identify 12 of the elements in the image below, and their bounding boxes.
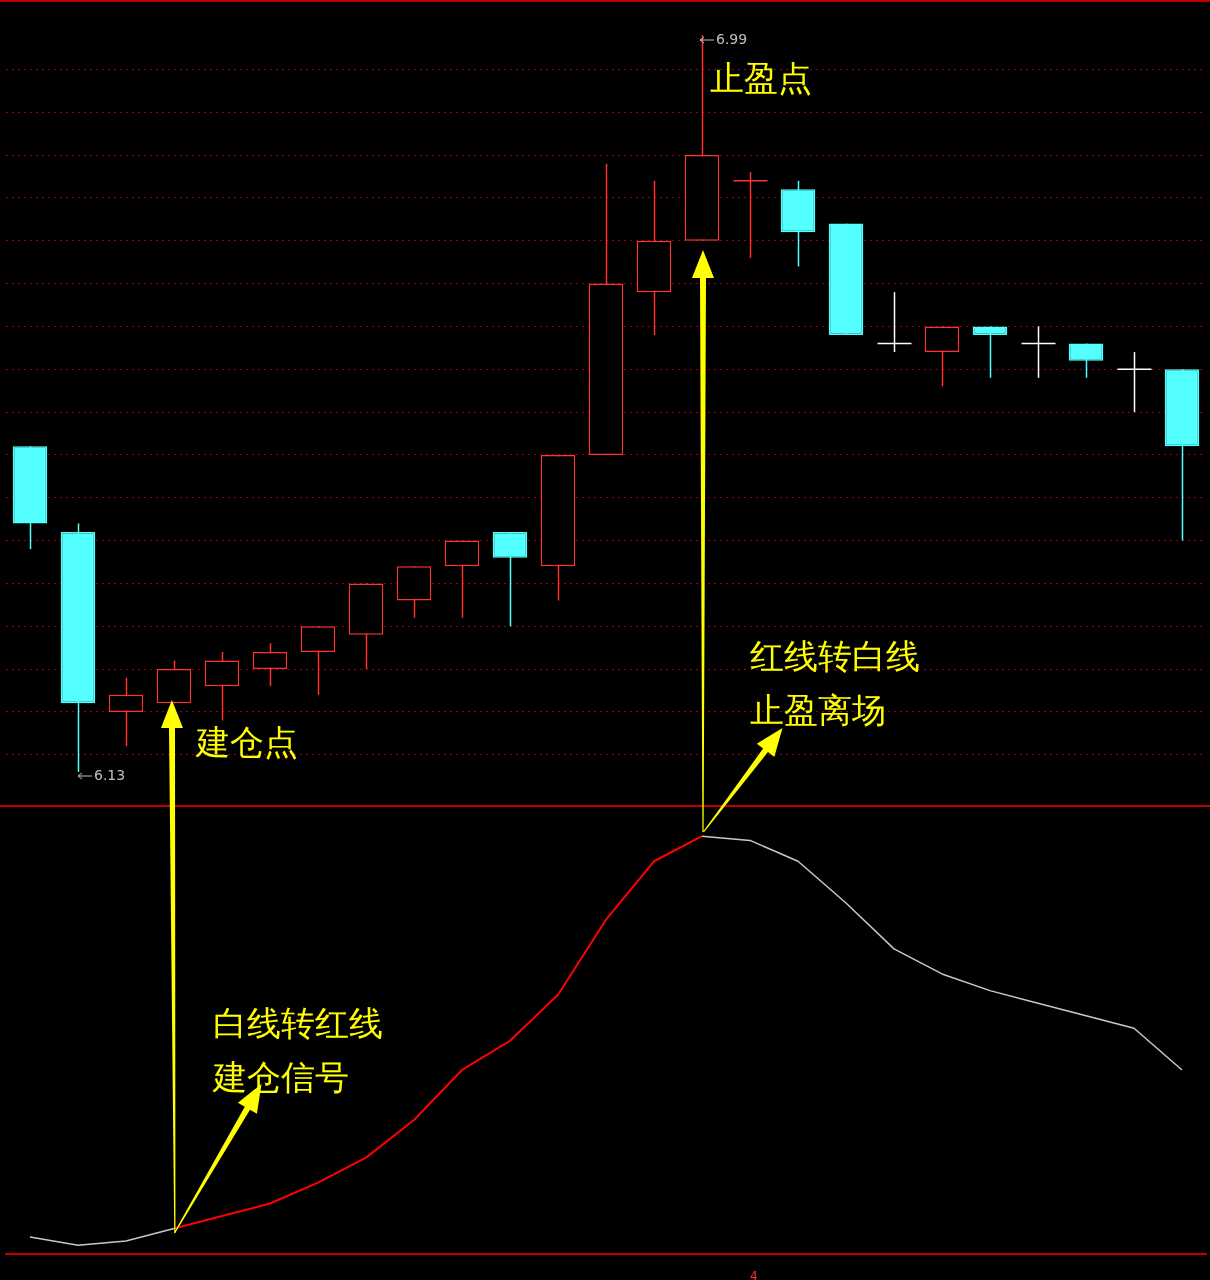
text: 4 [750, 1269, 758, 1280]
annotation: 止盈离场 [750, 690, 886, 730]
annotation: 止盈点 [710, 58, 812, 98]
annotation: 6.99 [716, 30, 748, 47]
candlestick [732, 171, 769, 259]
annotation: 红线转白线 [750, 636, 920, 676]
annotation: 建仓点 [195, 722, 298, 762]
annotation: 白线转红线 [213, 1003, 383, 1043]
annotation: 6.13 [94, 766, 126, 783]
candlestick [1020, 325, 1057, 379]
candlestick [1116, 351, 1153, 413]
candlestick [876, 291, 913, 353]
